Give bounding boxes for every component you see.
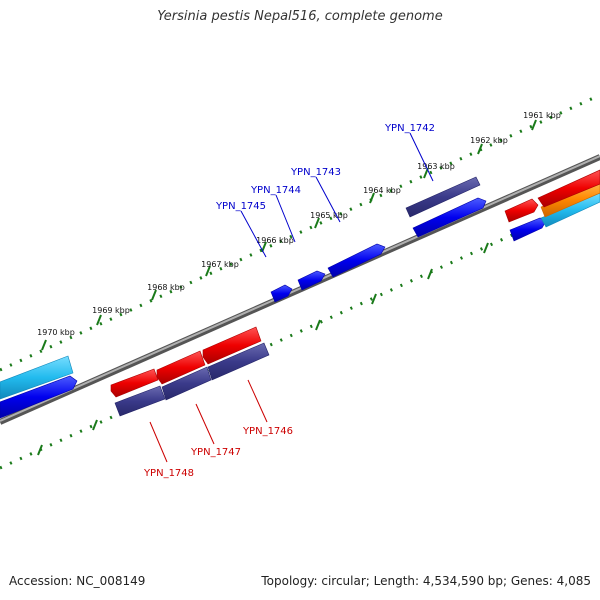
inner-ruler-line	[0, 193, 600, 470]
inner-ruler-tick	[315, 319, 321, 331]
ruler-label-1966: 1966 kbp	[256, 236, 294, 245]
gene-label-ypn-1746[interactable]: YPN_1746	[242, 426, 293, 437]
ruler-labels: 1961 kbp 1962 kbp 1963 kbp 1964 kbp 1965…	[37, 111, 561, 337]
outer-ruler-tick	[314, 217, 320, 229]
forward-strand-genes[interactable]	[0, 169, 600, 419]
ruler-label-1968: 1968 kbp	[147, 283, 185, 292]
gene-ypn-1744[interactable]	[297, 270, 326, 291]
inner-ruler-tick	[371, 293, 377, 305]
gene-ypn-1748[interactable]	[110, 368, 159, 398]
gene-ypn-1745[interactable]	[270, 284, 293, 303]
inner-ruler-tick	[427, 268, 433, 280]
outer-ruler-tick	[151, 289, 157, 301]
gene-ypn-1742[interactable]	[412, 197, 487, 238]
ruler-label-1961: 1961 kbp	[523, 111, 561, 120]
leader-ypn-1742	[409, 132, 434, 182]
genome-backbone	[0, 154, 600, 425]
gene-ypn-1746[interactable]	[202, 326, 262, 365]
outer-ruler-tick	[477, 143, 483, 155]
outer-ruler-tick	[41, 339, 47, 351]
outer-ruler-tick	[205, 265, 211, 277]
ruler-label-1963: 1963 kbp	[417, 162, 455, 171]
gene-labels: YPN_1742 YPN_1743 YPN_1744 YPN_1745 YPN_…	[143, 123, 435, 479]
ruler-label-1965: 1965 kbp	[310, 211, 348, 220]
leader-ypn-1745	[240, 210, 267, 258]
ruler-label-1970: 1970 kbp	[37, 328, 75, 337]
accession-label: Accession: NC_008149	[9, 574, 146, 588]
leader-ypn-1747	[195, 403, 215, 445]
gene-label-ypn-1747[interactable]: YPN_1747	[190, 447, 241, 458]
inner-ruler-tick	[37, 444, 43, 456]
gene-ypn-1746-cds[interactable]	[207, 342, 270, 381]
leader-ypn-1746	[247, 379, 268, 423]
gene-right-blue-1[interactable]	[509, 217, 547, 242]
ruler-label-1969: 1969 kbp	[92, 306, 130, 315]
genome-title: Yersinia pestis Nepal516, complete genom…	[157, 9, 443, 24]
inner-ruler	[0, 193, 600, 470]
gene-ypn-1747[interactable]	[156, 350, 206, 385]
gene-label-ypn-1743[interactable]: YPN_1743	[290, 167, 341, 178]
gene-label-ypn-1748[interactable]: YPN_1748	[143, 468, 194, 479]
leader-ypn-1744	[275, 194, 296, 243]
genome-summary: Topology: circular; Length: 4,534,590 bp…	[261, 574, 591, 588]
outer-ruler-tick	[531, 119, 537, 131]
outer-ruler-tick	[96, 314, 102, 326]
gene-label-ypn-1742[interactable]: YPN_1742	[384, 123, 435, 134]
ruler-label-1967: 1967 kbp	[201, 260, 239, 269]
gene-label-ypn-1745[interactable]: YPN_1745	[215, 201, 266, 212]
gene-ypn-1742-cds[interactable]	[405, 176, 481, 218]
gene-ypn-1743[interactable]	[327, 243, 386, 278]
ruler-label-1964: 1964 kbp	[363, 186, 401, 195]
gene-right-red-2[interactable]	[537, 169, 600, 208]
outer-ruler	[0, 93, 600, 372]
outer-ruler-tick	[369, 192, 375, 204]
gene-label-ypn-1744[interactable]: YPN_1744	[250, 185, 301, 196]
gene-ypn-1748-cds[interactable]	[114, 385, 166, 417]
reverse-strand-genes[interactable]	[110, 326, 270, 417]
gene-far-left-cyan[interactable]	[0, 355, 74, 400]
ruler-label-1962: 1962 kbp	[470, 136, 508, 145]
gene-far-left-blue[interactable]	[0, 375, 78, 419]
outer-ruler-line	[0, 93, 600, 372]
gene-ypn-1747-cds[interactable]	[161, 366, 212, 401]
leader-ypn-1748	[149, 421, 168, 463]
gene-right-red-1[interactable]	[504, 198, 539, 223]
leader-ypn-1743	[315, 176, 341, 223]
label-leaders	[149, 132, 434, 463]
inner-ruler-tick	[92, 419, 98, 431]
inner-ruler-tick	[483, 242, 489, 254]
